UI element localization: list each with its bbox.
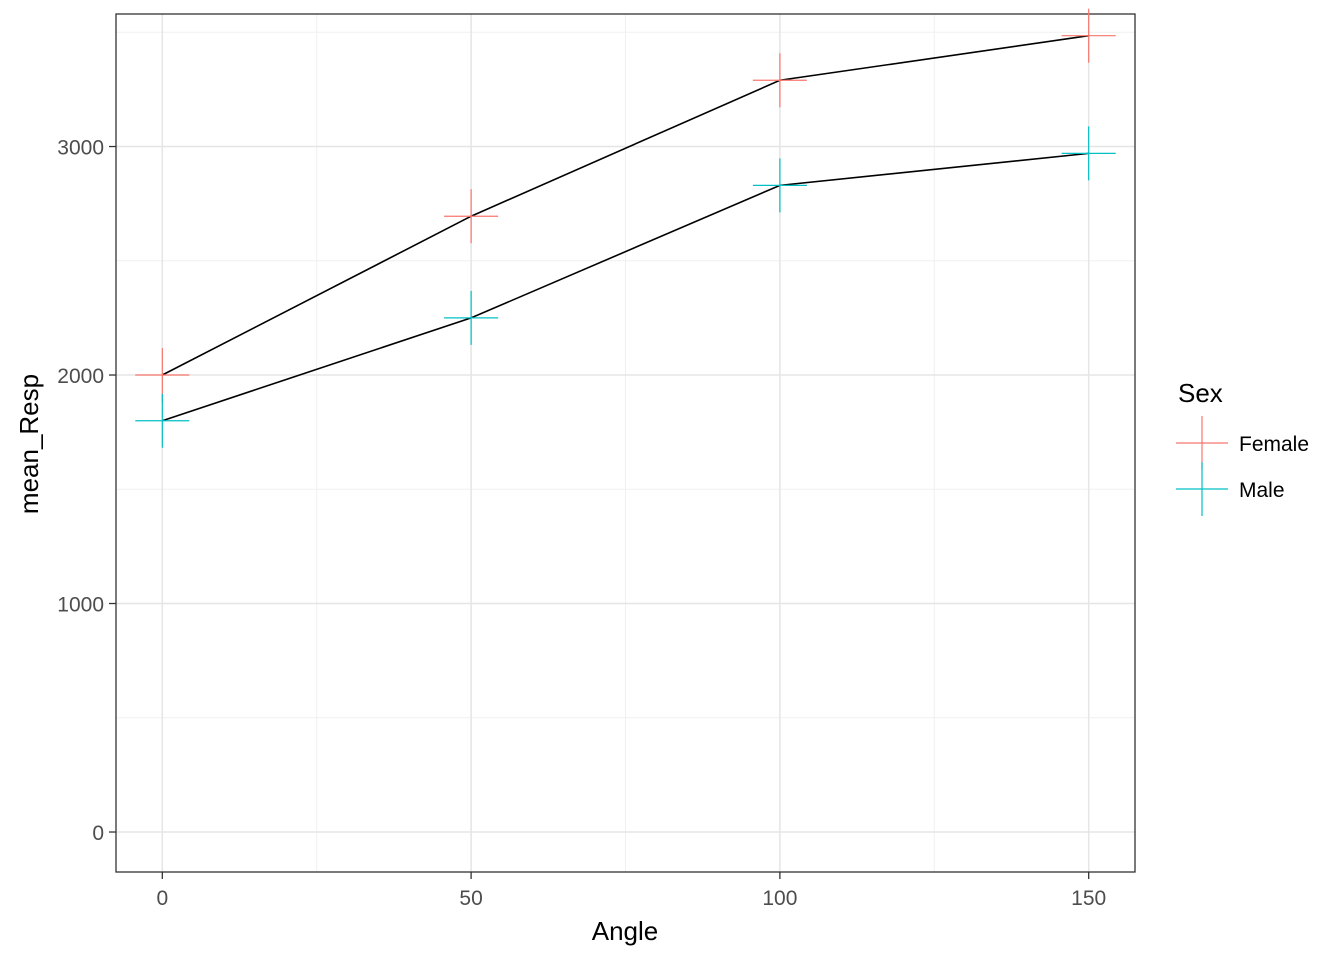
x-tick-label: 0 [156,887,168,910]
y-axis-title: mean_Resp [14,374,44,514]
data-point-male [444,290,499,345]
legend-key-female [1176,416,1228,470]
x-tick-label: 100 [762,887,797,910]
panel-border [115,13,1136,873]
data-point-male [752,158,807,213]
series-lines [161,34,1089,422]
series-points [135,8,1116,448]
series-line-male [162,152,1089,422]
y-tick-label: 0 [92,822,104,845]
legend-label-male: Male [1239,479,1285,502]
legend-title: Sex [1178,378,1223,408]
y-tick-label: 2000 [57,365,104,388]
grid [116,14,1135,872]
y-tick-label: 1000 [57,594,104,617]
series-line-female [161,34,1089,376]
x-tick-label: 150 [1071,887,1106,910]
data-point-female [444,189,499,244]
data-point-female [1061,8,1116,63]
data-point-male [135,393,190,448]
y-tick-label: 3000 [57,137,104,160]
legend-label-female: Female [1239,433,1309,456]
x-axis: 0 50 100 150 [156,872,1106,910]
data-point-female [135,348,190,403]
legend-key-male [1176,462,1228,516]
x-tick-label: 50 [459,887,482,910]
x-axis-title: Angle [592,916,659,946]
legend: Sex Female Male [1176,378,1309,516]
data-point-female [752,53,807,108]
y-axis: 0 1000 2000 3000 [57,137,116,845]
data-point-male [1061,126,1116,181]
